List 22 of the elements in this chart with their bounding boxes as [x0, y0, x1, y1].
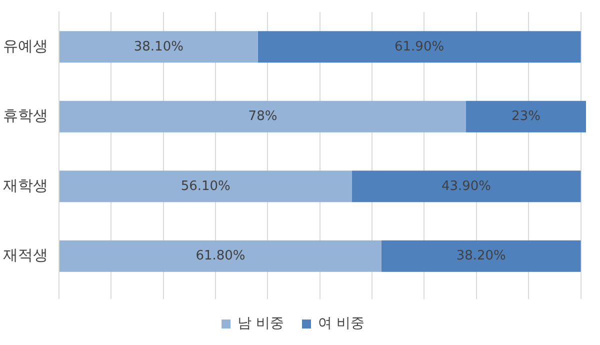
legend-label: 여 비중	[318, 316, 364, 332]
data-label: 61.90%	[394, 39, 444, 54]
data-label: 23%	[512, 109, 540, 124]
y-tick-label: 재적생	[3, 246, 48, 264]
y-tick-label: 유예생	[3, 36, 48, 55]
bar	[60, 240, 382, 272]
data-label: 78%	[248, 109, 278, 124]
y-tick-label: 재학생	[3, 176, 48, 194]
bar	[466, 100, 586, 132]
data-label: 56.10%	[180, 178, 230, 194]
legend-label: 남 비중	[238, 316, 284, 332]
bar	[60, 170, 352, 202]
bar	[352, 170, 581, 202]
bar	[258, 31, 581, 63]
bar	[60, 31, 258, 63]
data-label: 38.20%	[456, 248, 506, 264]
bar	[381, 240, 581, 272]
data-label: 43.90%	[441, 178, 492, 194]
y-tick-label: 휴학생	[3, 106, 48, 125]
data-label: 61.80%	[196, 248, 246, 264]
data-label: 38.10%	[134, 39, 184, 54]
bar	[60, 100, 466, 132]
